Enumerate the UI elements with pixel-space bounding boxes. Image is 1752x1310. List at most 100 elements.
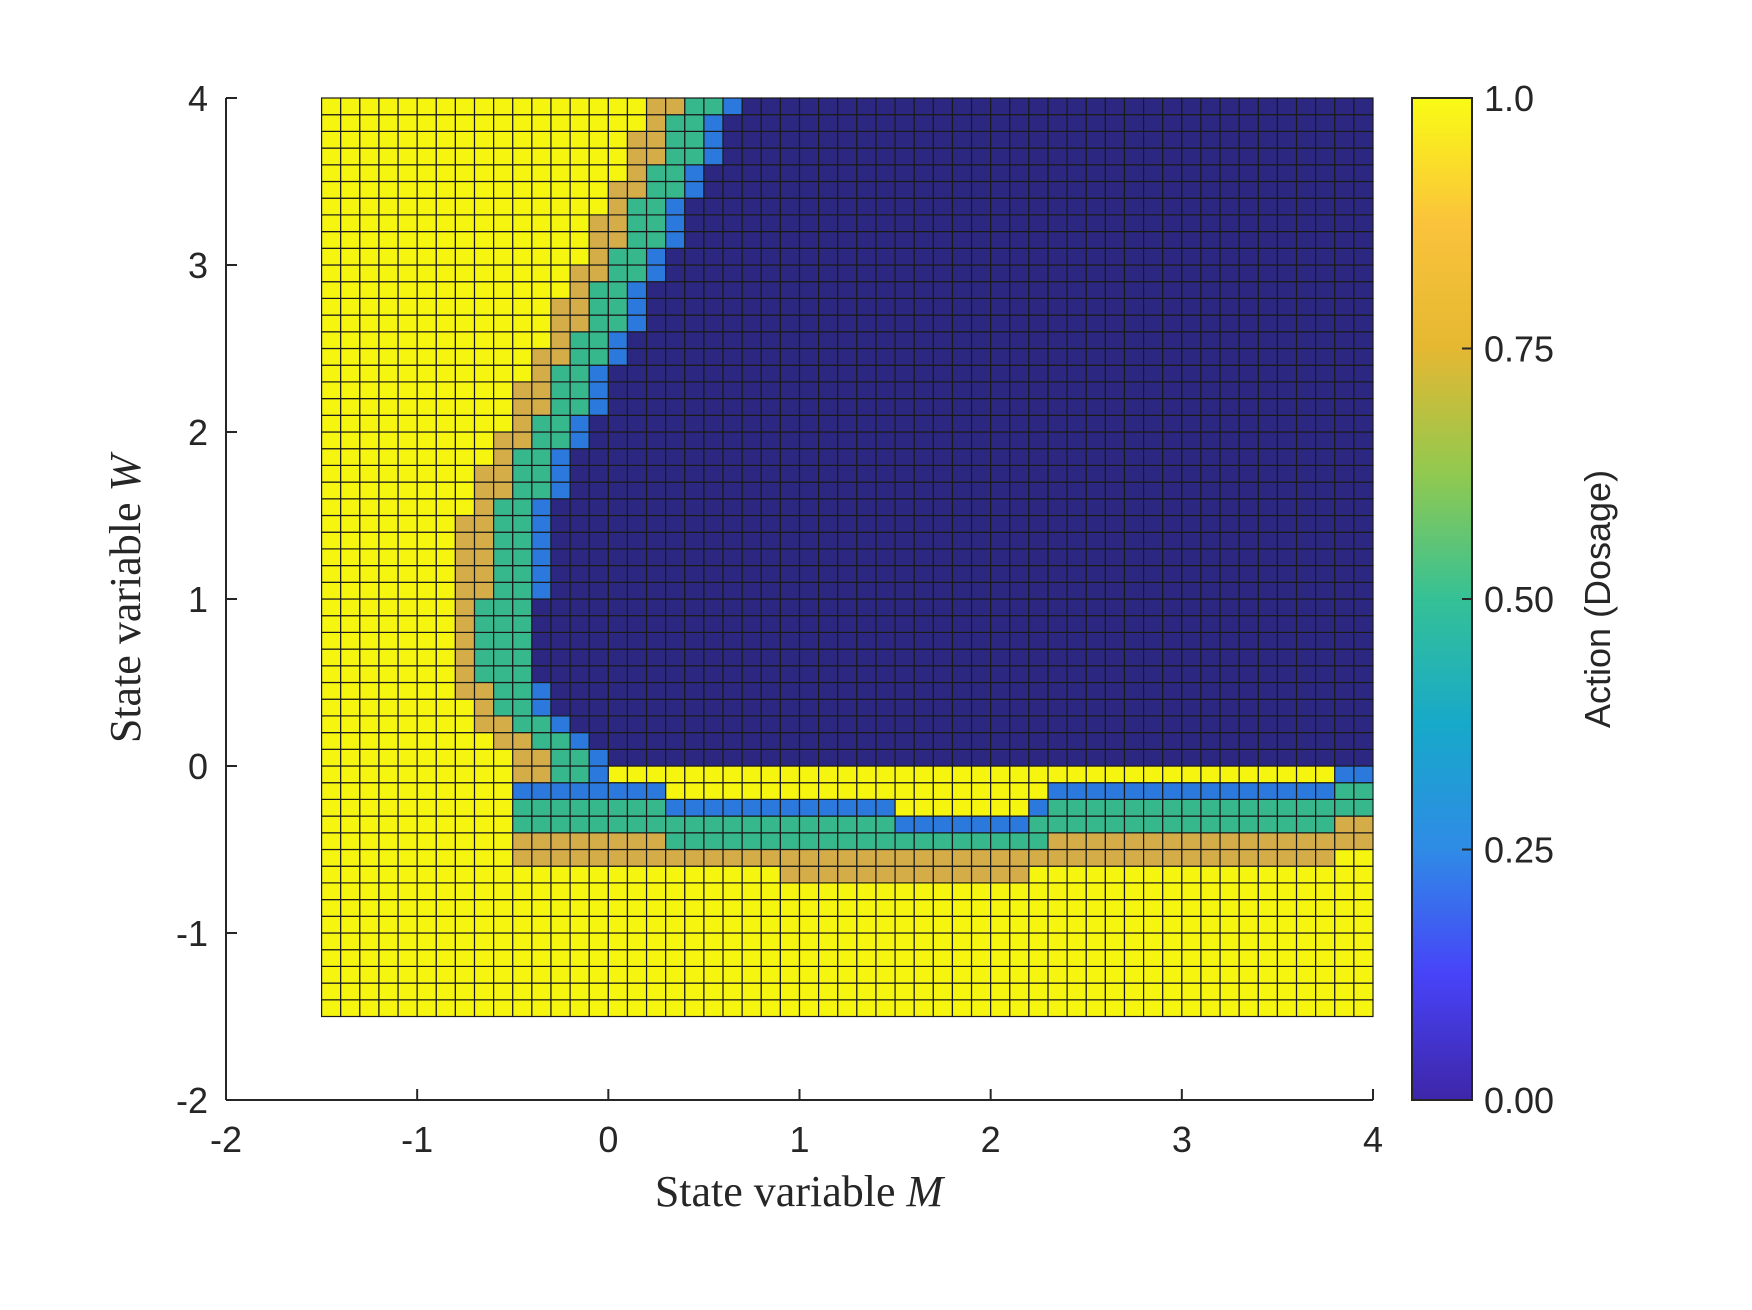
heatmap-cell [970, 381, 992, 400]
heatmap-cell [837, 832, 858, 851]
heatmap-cell [1238, 731, 1259, 750]
heatmap-cell [569, 681, 590, 700]
heatmap-cell [684, 164, 705, 183]
heatmap-cell [493, 615, 514, 634]
heatmap-cell [741, 331, 762, 350]
heatmap-cell [416, 448, 437, 467]
heatmap-cell [607, 865, 629, 884]
heatmap-cell [1315, 949, 1336, 968]
heatmap-cell [1028, 815, 1049, 834]
heatmap-cell [340, 247, 361, 266]
heatmap-cell [1219, 180, 1240, 199]
heatmap-cell [1257, 431, 1279, 450]
heatmap-cell [626, 765, 648, 784]
heatmap-cell [1181, 164, 1202, 183]
heatmap-cell [798, 731, 820, 750]
heatmap-cell [1123, 130, 1145, 149]
heatmap-cell [951, 698, 973, 717]
heatmap-cell [818, 848, 839, 867]
heatmap-cell [990, 347, 1011, 366]
heatmap-cell [645, 414, 667, 433]
heatmap-cell [1219, 748, 1240, 767]
heatmap-cell [531, 798, 552, 817]
heatmap-cell [1047, 648, 1068, 667]
heatmap-cell [1200, 815, 1221, 834]
heatmap-cell [856, 398, 877, 416]
heatmap-cell [1238, 715, 1259, 734]
heatmap-cell [1028, 865, 1049, 884]
heatmap-cell [1028, 498, 1049, 517]
heatmap-cell [741, 347, 762, 366]
heatmap-cell [340, 564, 361, 583]
heatmap-cell [1066, 231, 1087, 249]
heatmap-cell [1085, 815, 1106, 834]
heatmap-cell [416, 247, 437, 266]
heatmap-cell [607, 999, 629, 1018]
heatmap-cell [1200, 615, 1221, 634]
heatmap-cell [1238, 97, 1259, 116]
y-tick-label: 0 [188, 746, 208, 787]
heatmap-cell [550, 147, 571, 166]
heatmap-cell [550, 431, 571, 450]
heatmap-cell [550, 164, 571, 183]
heatmap-cell [435, 197, 456, 216]
heatmap-cell [1142, 431, 1164, 450]
heatmap-cell [1142, 598, 1164, 617]
heatmap-cell [588, 314, 609, 333]
heatmap-cell [378, 681, 399, 700]
heatmap-cell [607, 214, 629, 233]
heatmap-cell [359, 898, 380, 917]
heatmap-cell [626, 398, 648, 416]
heatmap-cell [990, 848, 1011, 867]
heatmap-cell [435, 798, 456, 817]
heatmap-cell [1276, 965, 1298, 984]
heatmap-cell [531, 281, 552, 300]
heatmap-cell [473, 731, 495, 750]
heatmap-cell [1295, 581, 1317, 600]
heatmap-cell [1257, 398, 1279, 416]
heatmap-cell [1142, 97, 1164, 116]
heatmap-cell [1104, 97, 1126, 116]
heatmap-cell [665, 147, 686, 166]
heatmap-cell [665, 982, 686, 1001]
heatmap-cell [607, 748, 629, 767]
heatmap-cell [512, 231, 533, 249]
heatmap-cell [818, 347, 839, 366]
heatmap-cell [340, 648, 361, 667]
heatmap-cell [970, 698, 992, 717]
heatmap-cell [760, 631, 781, 650]
heatmap-cell [1028, 715, 1049, 734]
heatmap-cell [798, 180, 820, 199]
heatmap-cell [1200, 147, 1221, 166]
heatmap-cell [512, 398, 533, 416]
heatmap-cell [397, 448, 418, 467]
heatmap-cell [1200, 247, 1221, 266]
heatmap-cell [1162, 281, 1183, 300]
heatmap-cell [722, 731, 743, 750]
heatmap-cell [1085, 448, 1106, 467]
heatmap-cell [722, 398, 743, 416]
heatmap-cell [760, 331, 781, 350]
heatmap-cell [512, 164, 533, 183]
heatmap-cell [856, 648, 877, 667]
heatmap-cell [1276, 381, 1298, 400]
heatmap-cell [550, 130, 571, 149]
heatmap-cell [1219, 97, 1240, 116]
heatmap-cell [1066, 965, 1087, 984]
heatmap-cell [913, 648, 934, 667]
heatmap-cell [1028, 464, 1049, 483]
heatmap-cell [1219, 164, 1240, 183]
heatmap-cell [951, 347, 973, 366]
heatmap-cell [473, 615, 495, 634]
heatmap-cell [818, 164, 839, 183]
heatmap-cell [894, 414, 915, 433]
heatmap-cell [932, 498, 954, 517]
heatmap-cell [1009, 314, 1030, 333]
heatmap-cell [550, 698, 571, 717]
heatmap-cell [951, 731, 973, 750]
heatmap-cell [1315, 231, 1336, 249]
heatmap-cell [626, 898, 648, 917]
heatmap-cell [645, 782, 667, 801]
heatmap-cell [990, 214, 1011, 233]
heatmap-cell [1315, 347, 1336, 366]
